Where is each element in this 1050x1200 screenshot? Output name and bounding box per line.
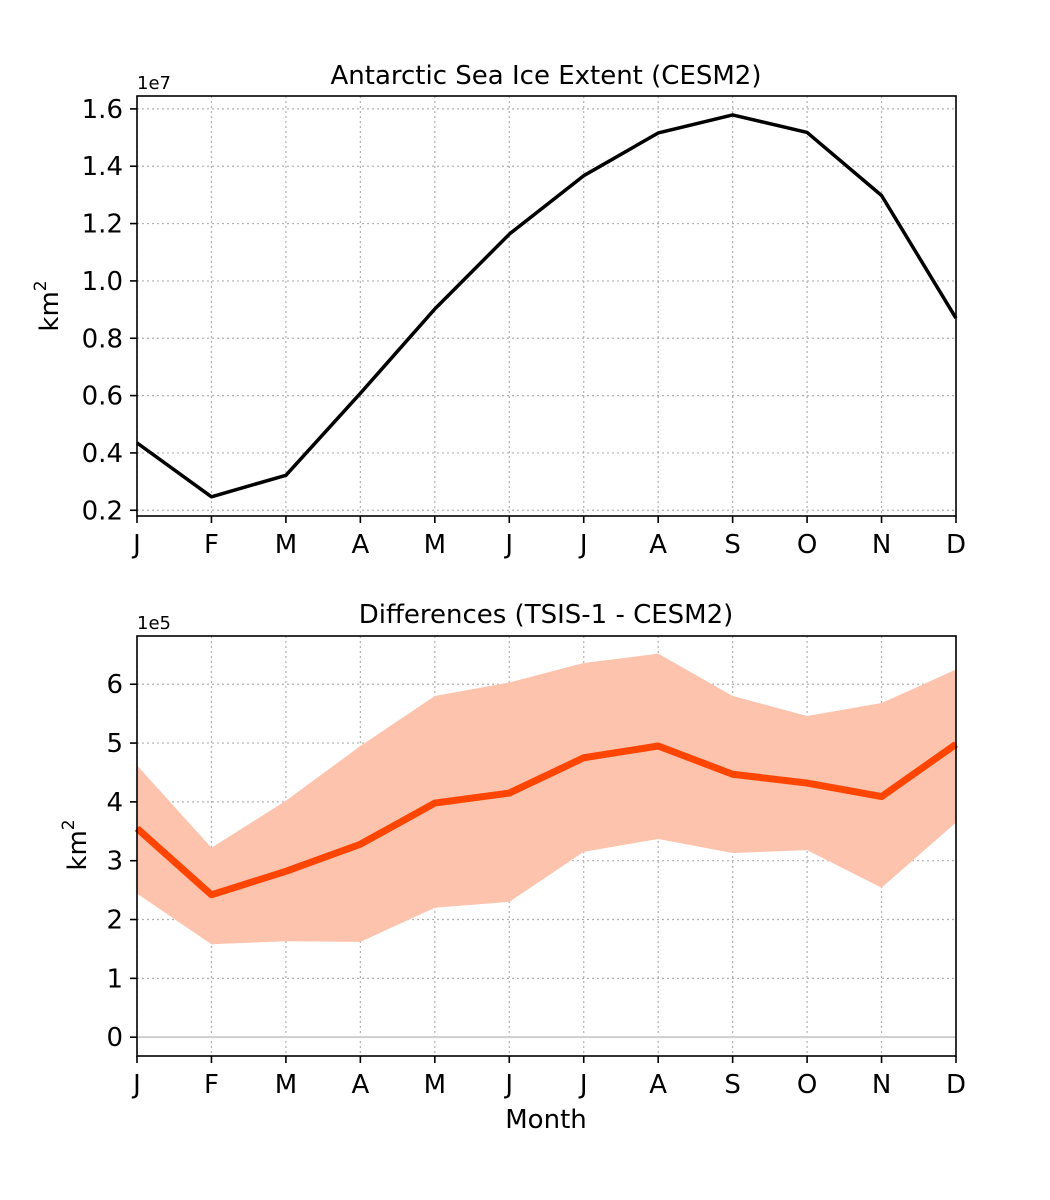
x-tick-label: J [578, 1070, 588, 1100]
x-tick-label: A [351, 530, 369, 560]
x-tick-label: J [131, 1070, 141, 1100]
x-tick-label: J [578, 530, 588, 560]
chart-title: Antarctic Sea Ice Extent (CESM2) [331, 61, 762, 91]
x-tick-label: N [872, 530, 891, 560]
x-tick-label: O [797, 530, 817, 560]
y-axis-label: km2 [59, 819, 93, 870]
y-axis-label: km2 [31, 280, 65, 331]
y-tick-label: 1.4 [82, 152, 123, 182]
plot-frame [136, 635, 957, 1057]
x-tick-label: F [204, 1070, 219, 1100]
uncertainty-band [137, 653, 956, 945]
x-tick-label: S [724, 530, 741, 560]
y-tick-label: 1.2 [82, 210, 123, 240]
x-tick-label: N [872, 1070, 891, 1100]
x-tick-label: S [724, 1070, 741, 1100]
x-tick-label: A [351, 1070, 369, 1100]
x-tick-label: A [649, 530, 667, 560]
x-tick-label: J [131, 530, 141, 560]
y-tick-label: 0.6 [82, 382, 123, 412]
y-tick-label: 1 [106, 964, 123, 994]
y-tick-label: 1.6 [82, 95, 123, 125]
x-tick-label: O [797, 1070, 817, 1100]
x-tick-label: D [946, 530, 966, 560]
y-tick-label: 0.8 [82, 324, 123, 354]
y-axis: 0 1 2 3 4 5 6 [106, 670, 137, 1053]
y-offset-text: 1e7 [137, 73, 171, 94]
chart-title: Differences (TSIS-1 - CESM2) [359, 600, 734, 630]
y-tick-label: 2 [106, 906, 123, 936]
y-axis: 0.2 0.4 0.6 0.8 1.0 1.2 1.4 1.6 [82, 95, 137, 526]
y-tick-label: 0.2 [82, 496, 123, 526]
series-line [134, 741, 959, 899]
x-tick-label: J [503, 530, 513, 560]
x-tick-label: F [204, 530, 219, 560]
x-tick-label: M [275, 530, 297, 560]
x-tick-label: D [946, 1070, 966, 1100]
differences-panel: Differences (TSIS-1 - CESM2) 1e5 km2 Mon… [59, 600, 966, 1135]
y-tick-label: 0 [106, 1023, 123, 1053]
y-tick-label: 6 [106, 670, 123, 700]
series-line [135, 113, 958, 499]
y-tick-label: 0.4 [82, 439, 123, 469]
y-tick-label: 1.0 [82, 267, 123, 297]
plot-frame [136, 95, 957, 517]
x-tick-label: A [649, 1070, 667, 1100]
x-tick-label: M [275, 1070, 297, 1100]
x-tick-label: M [424, 1070, 446, 1100]
x-tick-label: J [503, 1070, 513, 1100]
y-tick-label: 3 [106, 847, 123, 877]
x-tick-label: M [424, 530, 446, 560]
y-tick-label: 5 [106, 729, 123, 759]
x-axis-label: Month [505, 1105, 587, 1135]
y-tick-label: 4 [106, 788, 123, 818]
sea-ice-extent-panel: Antarctic Sea Ice Extent (CESM2) 1e7 km2… [31, 61, 966, 560]
y-offset-text: 1e5 [137, 613, 171, 634]
